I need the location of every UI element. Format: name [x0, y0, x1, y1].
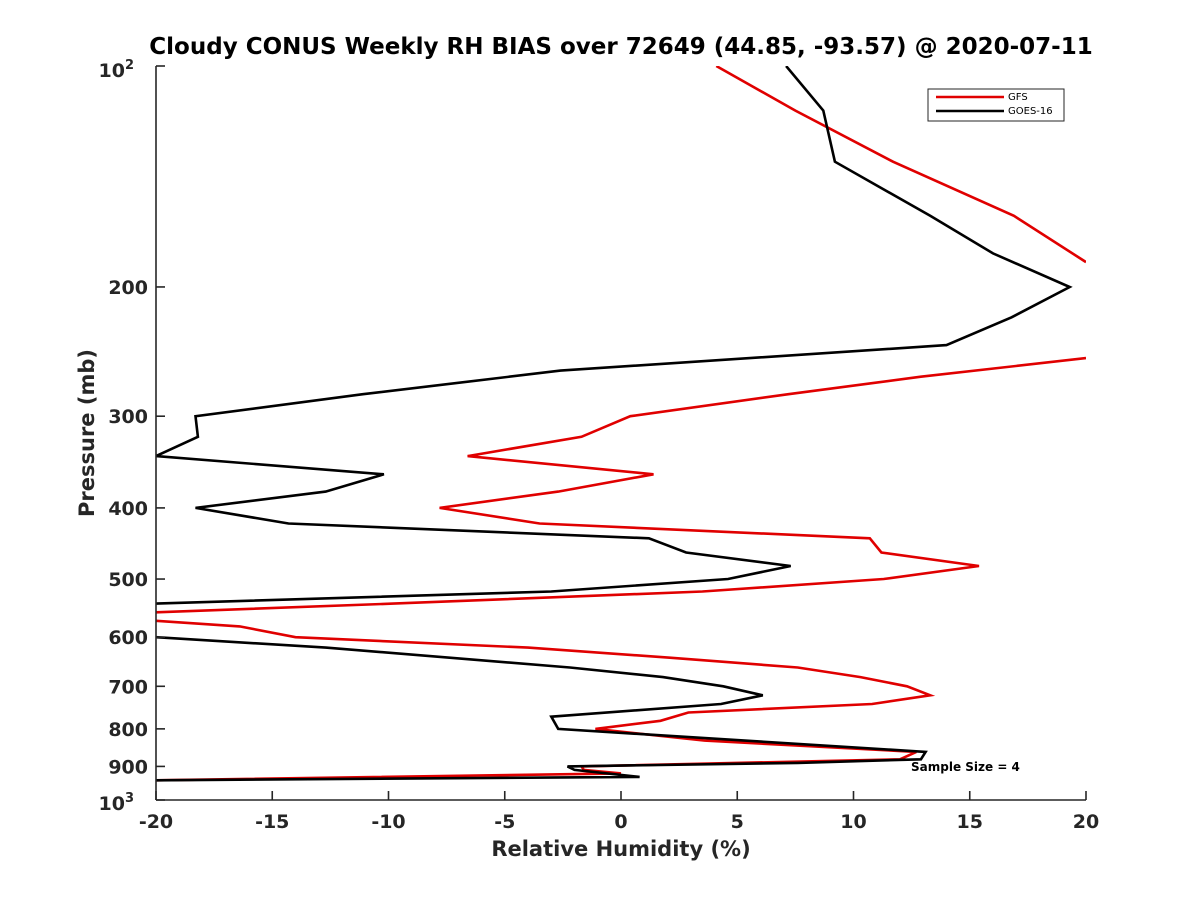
x-tick-label: 20: [1073, 811, 1099, 833]
x-tick-label: 5: [731, 811, 744, 833]
y-tick-label: 800: [108, 719, 148, 741]
sample-size-annotation: Sample Size = 4: [911, 760, 1020, 774]
y-tick-label: 900: [108, 756, 148, 778]
y-bottom-label: 103: [99, 791, 135, 815]
legend: GFS GOES-16: [927, 88, 1065, 122]
y-axis-label: Pressure (mb): [75, 349, 99, 517]
legend-box: [927, 88, 1065, 122]
x-tick-label: -10: [371, 811, 405, 833]
x-tick-label: -20: [139, 811, 173, 833]
plot-axes: [155, 66, 1086, 801]
series-line-goes-16: [156, 66, 1073, 782]
x-tick-label: 10: [840, 811, 866, 833]
y-ticks: 200 300 400 500 600 700 800 900: [108, 65, 165, 801]
legend-label-goes16: GOES-16: [1008, 106, 1053, 117]
y-tick-label: 200: [108, 277, 148, 299]
y-tick-label: 600: [108, 627, 148, 649]
y-tick-label: 500: [108, 569, 148, 591]
y-top-label: 102: [99, 58, 135, 82]
x-ticks: -20 -15 -10 -5 0 5 10 15 20: [139, 791, 1099, 833]
y-tick-label: 300: [108, 406, 148, 428]
x-tick-label: -5: [494, 811, 515, 833]
series-layer: [156, 66, 1086, 782]
x-axis-label: Relative Humidity (%): [491, 837, 750, 861]
legend-label-gfs: GFS: [1008, 92, 1028, 103]
x-tick-label: 0: [614, 811, 627, 833]
y-tick-label: 700: [108, 676, 148, 698]
x-tick-label: 15: [957, 811, 983, 833]
x-tick-label: -15: [255, 811, 289, 833]
y-tick-label: 400: [108, 498, 148, 520]
chart-title: Cloudy CONUS Weekly RH BIAS over 72649 (…: [149, 34, 1092, 60]
